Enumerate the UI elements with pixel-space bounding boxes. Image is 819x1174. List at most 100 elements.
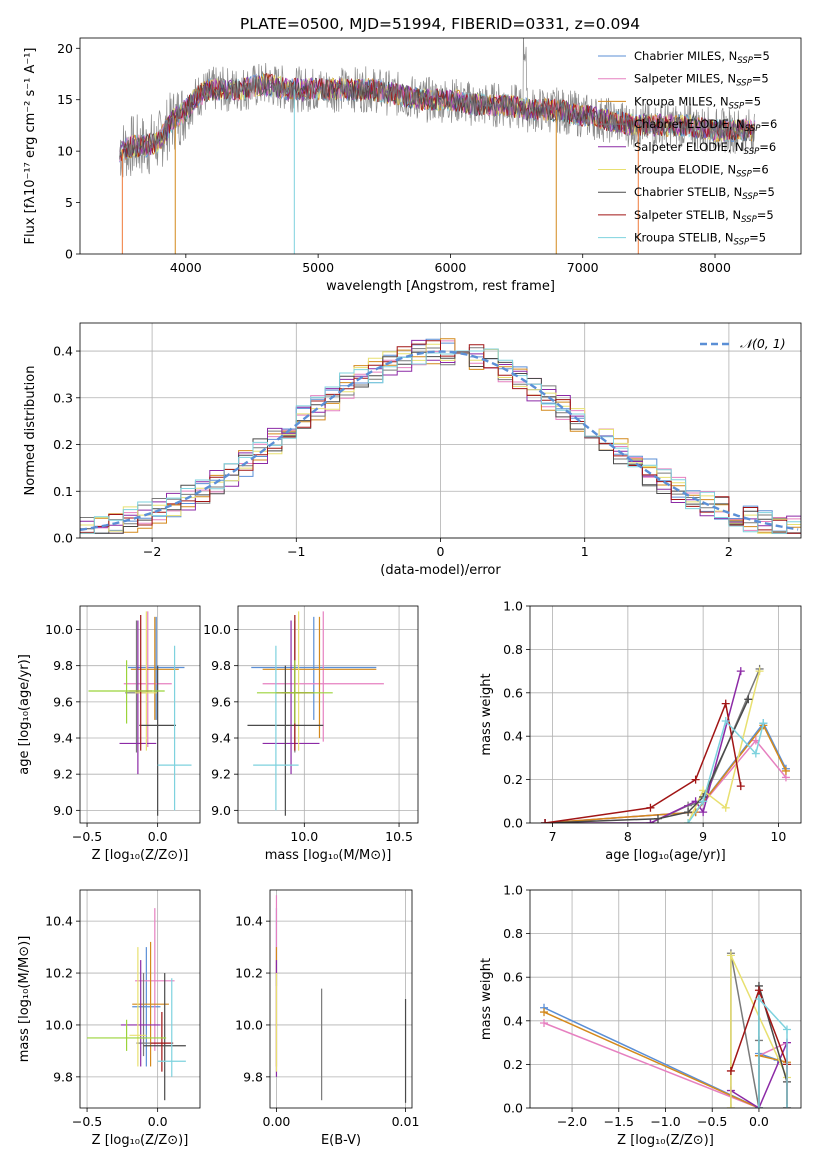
legend-tail: =5 <box>752 72 769 86</box>
legend-label-8: Kroupa STELIB, NSSP=5 <box>634 231 766 248</box>
weight-marker <box>646 819 655 823</box>
legend-tail: =5 <box>757 208 774 222</box>
y-tick-label: 1.0 <box>503 599 523 614</box>
y-tick-label: 9.6 <box>211 694 231 709</box>
plot-frame <box>529 889 802 1109</box>
x-tick-label: −0.5 <box>72 829 102 844</box>
x-tick-label: −1.5 <box>604 1114 634 1129</box>
grid <box>270 890 412 1108</box>
weight-lines <box>540 949 791 1108</box>
x-tick-label: 0.0 <box>148 829 168 844</box>
y-tick-label: 0.4 <box>53 344 73 359</box>
weight-marker <box>699 797 708 806</box>
legend-label-0: Chabrier MILES, NSSP=5 <box>634 49 770 66</box>
y-tick-label: 9.8 <box>53 1069 73 1084</box>
legend-text: Chabrier STELIB, N <box>634 185 742 199</box>
weight-marker <box>782 1025 791 1034</box>
x-tick-label: −0.5 <box>697 1114 727 1129</box>
plot-frame <box>79 37 802 255</box>
normal-curve <box>80 350 799 531</box>
y-axis-label: mass [log₁₀(M/M⊙)] <box>17 936 32 1063</box>
weight-marker <box>541 819 550 823</box>
y-tick-label: 0.0 <box>503 1101 523 1116</box>
y-tick-label: 0.4 <box>503 1013 523 1028</box>
legend-subscript: SSP <box>737 56 753 66</box>
y-axis-label: age [log₁₀(age/yr)] <box>17 654 32 775</box>
legend-subscript: SSP <box>736 79 752 89</box>
x-axis-label: (data-model)/error <box>380 563 501 578</box>
y-tick-label: 9.8 <box>53 658 73 673</box>
y-tick-label: 10.4 <box>235 914 263 929</box>
weight-marker <box>721 717 730 726</box>
weight-series-7 <box>544 700 742 823</box>
x-tick-label: 7000 <box>567 260 599 275</box>
weight-marker <box>726 1066 735 1075</box>
plot-frame <box>79 889 201 1109</box>
y-tick-label: 0.2 <box>503 772 523 787</box>
legend-text: Kroupa ELODIE, N <box>634 163 736 177</box>
mass-vs-ebv-panel: 0.00 0.01 9.8 10.0 10.2 10.4 E(B-V) <box>235 889 419 1148</box>
y-tick-label: 0.0 <box>503 816 523 831</box>
y-tick-label: 10.0 <box>203 622 231 637</box>
x-axis-label: mass [log₁₀(M/M⊙)] <box>265 848 392 863</box>
legend-tail: =6 <box>759 140 776 154</box>
legend-label-7: Salpeter STELIB, NSSP=5 <box>634 208 774 225</box>
y-tick-label: 0.6 <box>503 685 523 700</box>
y-tick-label: 1.0 <box>503 883 523 898</box>
error-bars <box>88 611 192 816</box>
x-tick-label: 8000 <box>699 260 731 275</box>
x-tick-label: 10.5 <box>385 829 413 844</box>
legend-subscript: SSP <box>745 124 761 134</box>
y-axis-label: Normed distribution <box>23 366 38 496</box>
x-tick-label: 0.00 <box>263 1114 291 1129</box>
residuals-panel: −2 −1 0 1 2 0.0 0.1 0.2 0.3 0.4 (data-model)/error… <box>23 322 802 578</box>
spectrum-lines <box>119 38 756 254</box>
weight-marker <box>646 803 655 812</box>
weight-marker <box>540 1018 549 1027</box>
grid <box>80 606 200 823</box>
legend-tail: =6 <box>752 163 769 177</box>
y-tick-label: 9.0 <box>211 803 231 818</box>
x-tick-label: −0.5 <box>72 1114 102 1129</box>
y-axis-label: mass weight <box>479 958 494 1040</box>
plot-frame <box>79 322 802 539</box>
weight-marker <box>782 1104 791 1108</box>
x-tick-label: −2.0 <box>557 1114 587 1129</box>
legend-tail: =5 <box>749 231 766 245</box>
grid <box>238 606 418 823</box>
y-tick-label: 9.2 <box>53 767 73 782</box>
legend-tail: =5 <box>758 185 775 199</box>
x-axis-label: wavelength [Angstrom, rest frame] <box>326 279 555 294</box>
x-tick-label: 0.0 <box>148 1114 168 1129</box>
x-axis-label: Z [log₁₀(Z/Z⊙)] <box>617 1133 714 1148</box>
x-tick-label: 10 <box>770 829 786 844</box>
weight-marker <box>726 1104 735 1108</box>
error-bars <box>275 895 407 1103</box>
y-tick-label: 0.8 <box>503 642 523 657</box>
x-axis-label: E(B-V) <box>321 1133 361 1148</box>
y-tick-label: 0.2 <box>53 437 73 452</box>
weight-marker <box>684 808 693 817</box>
x-tick-label: 1 <box>581 544 589 559</box>
y-tick-label: 9.0 <box>53 803 73 818</box>
y-tick-label: 20 <box>57 41 73 56</box>
x-tick-label: 9 <box>699 829 707 844</box>
x-tick-label: −1 <box>287 544 305 559</box>
y-tick-label: 9.4 <box>211 731 231 746</box>
weight-series-1 <box>545 739 787 823</box>
x-axis-label: age [log₁₀(age/yr)] <box>605 848 726 863</box>
y-tick-label: 9.2 <box>211 767 231 782</box>
histogram-8 <box>80 348 801 534</box>
legend-label-2: Kroupa MILES, NSSP=5 <box>634 94 761 111</box>
grid <box>530 605 801 824</box>
x-axis-label: Z [log₁₀(Z/Z⊙)] <box>92 848 189 863</box>
x-tick-label: 6000 <box>435 260 467 275</box>
plot-frame <box>79 605 201 824</box>
legend-subscript: SSP <box>742 192 758 202</box>
legend-label-5: Kroupa ELODIE, NSSP=6 <box>634 163 769 180</box>
y-tick-label: 9.8 <box>243 1069 263 1084</box>
y-tick-label: 0.3 <box>53 390 73 405</box>
age-vs-metallicity-panel: −0.5 0.0 9.0 9.2 9.4 9.6 9.8 10.0 Z [log₁₀(Z/Z⊙)… <box>17 605 201 863</box>
